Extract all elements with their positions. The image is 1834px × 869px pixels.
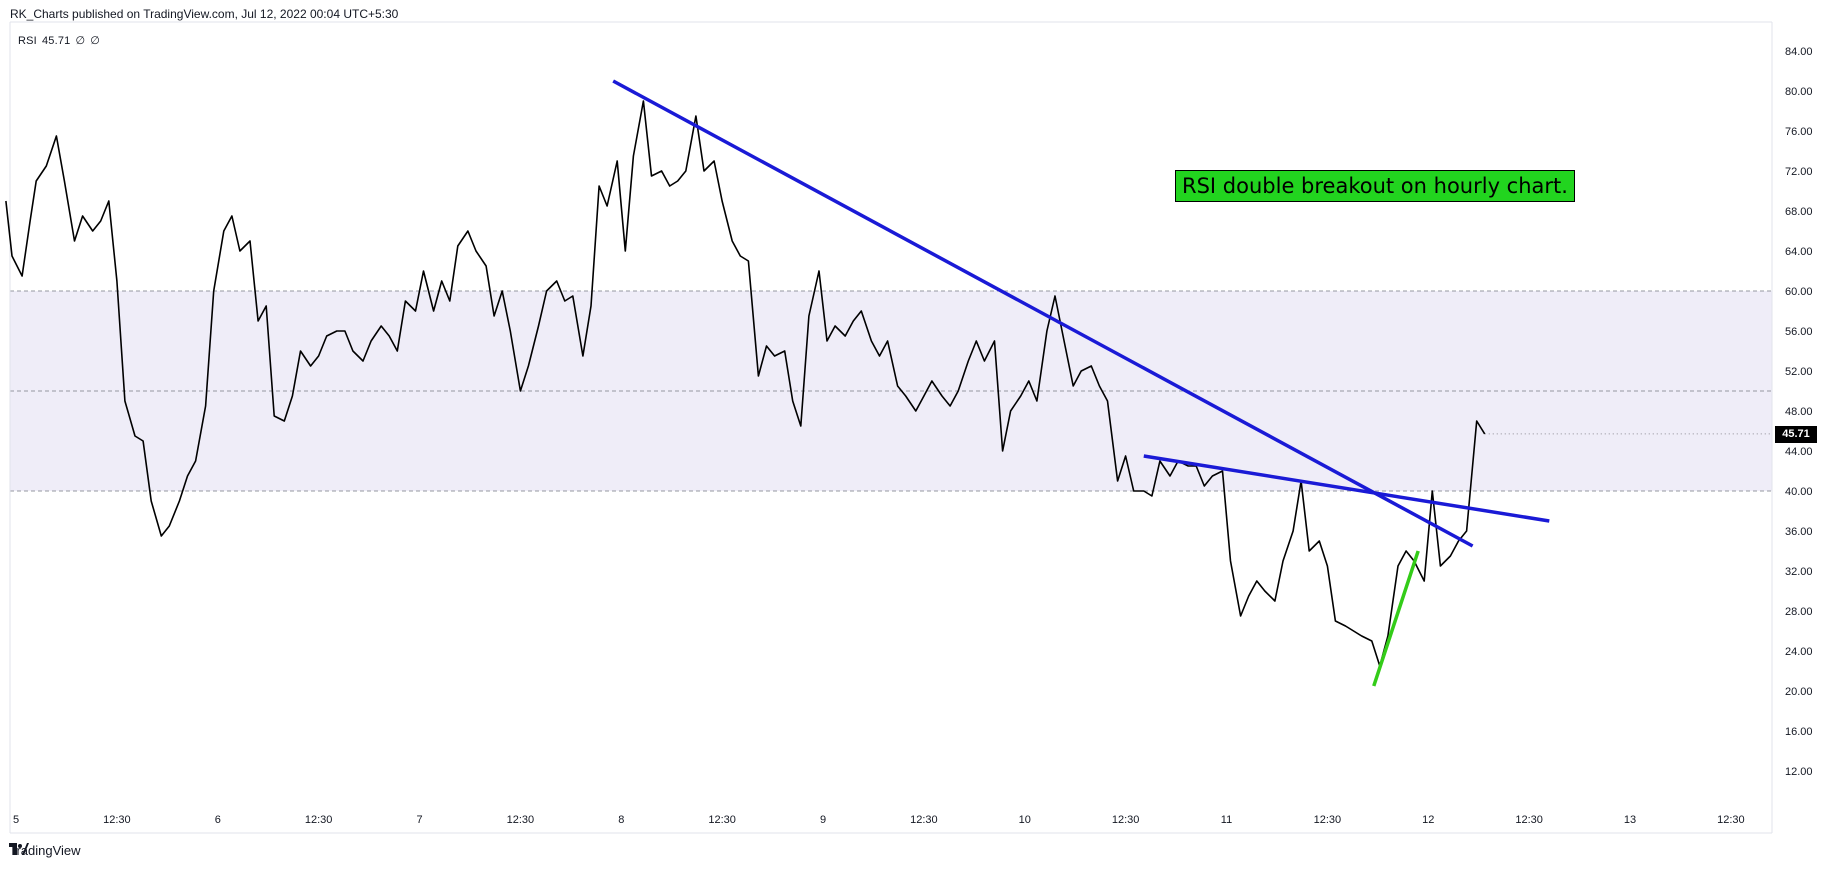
y-tick-label: 28.00 [1785, 606, 1813, 618]
indicator-legend[interactable]: RSI 45.71 ∅ ∅ [18, 34, 105, 47]
legend-name: RSI [18, 35, 37, 47]
x-tick-label: 12:30 [305, 814, 333, 826]
rsi-series-line [5, 100, 1486, 667]
rsi-band-layer [10, 290, 1772, 492]
x-tick-label: 10 [1019, 814, 1031, 826]
tradingview-logo-icon [9, 843, 29, 855]
x-tick-label: 6 [215, 814, 221, 826]
x-tick-label: 5 [13, 814, 19, 826]
series-layer [5, 100, 1772, 667]
annotation-label[interactable]: RSI double breakout on hourly chart. [1175, 170, 1575, 202]
x-tick-label: 12:30 [708, 814, 736, 826]
y-tick-label: 32.00 [1785, 566, 1813, 578]
x-tick-label: 12:30 [1314, 814, 1342, 826]
y-tick-label: 72.00 [1785, 166, 1813, 178]
footer-brand[interactable]: TradingView [9, 843, 81, 858]
legend-value: 45.71 [41, 35, 71, 47]
legend-param-2: ∅ [90, 35, 101, 47]
x-tick-label: 12:30 [910, 814, 938, 826]
y-tick-label: 80.00 [1785, 86, 1813, 98]
last-value-tag: 45.71 [1775, 426, 1817, 443]
y-tick-label: 68.00 [1785, 206, 1813, 218]
y-tick-label: 84.00 [1785, 46, 1813, 58]
x-tick-label: 12:30 [1515, 814, 1543, 826]
axis-layer: 84.00 80.00 76.00 72.00 68.00 64.00 60.00 56.00… [9, 21, 1813, 834]
y-tick-label: 20.00 [1785, 686, 1813, 698]
x-tick-label: 11 [1221, 814, 1232, 826]
x-tick-label: 12:30 [1717, 814, 1745, 826]
y-tick-label: 24.00 [1785, 646, 1813, 658]
support-trend-line [1372, 550, 1420, 687]
y-tick-label: 56.00 [1785, 326, 1813, 338]
x-tick-label: 12:30 [103, 814, 131, 826]
y-tick-label: 76.00 [1785, 126, 1813, 138]
breakout-trend-line [1143, 454, 1550, 523]
y-tick-label: 60.00 [1785, 286, 1813, 298]
downtrend-line [612, 79, 1474, 548]
y-tick-label: 36.00 [1785, 526, 1813, 538]
y-tick-label: 16.00 [1785, 726, 1813, 738]
x-tick-label: 13 [1624, 814, 1636, 826]
x-tick-label: 9 [820, 814, 826, 826]
y-tick-label: 64.00 [1785, 246, 1813, 258]
x-tick-label: 12:30 [507, 814, 535, 826]
legend-param-1: ∅ [75, 35, 86, 47]
publish-header: RK_Charts published on TradingView.com, … [10, 7, 399, 21]
rsi-band-fill [10, 291, 1772, 491]
y-tick-label: 12.00 [1785, 766, 1813, 778]
y-tick-label: 44.00 [1785, 446, 1813, 458]
y-tick-label: 52.00 [1785, 366, 1813, 378]
x-tick-label: 7 [416, 814, 422, 826]
y-tick-label: 40.00 [1785, 486, 1813, 498]
drawing-layer [612, 79, 1550, 687]
y-tick-label: 48.00 [1785, 406, 1813, 418]
x-tick-label: 12 [1422, 814, 1434, 826]
x-tick-label: 8 [618, 814, 624, 826]
x-tick-label: 12:30 [1112, 814, 1140, 826]
